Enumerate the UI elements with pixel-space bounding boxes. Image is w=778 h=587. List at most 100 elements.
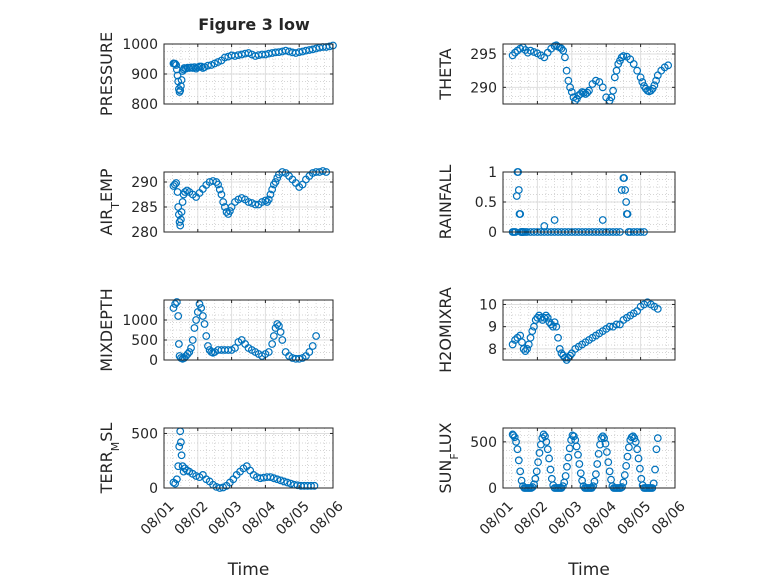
data-point bbox=[190, 324, 199, 332]
data-point bbox=[542, 437, 551, 446]
y-tick-label: 8 bbox=[488, 342, 497, 358]
data-point bbox=[188, 336, 197, 344]
data-point bbox=[172, 298, 181, 306]
data-point bbox=[552, 322, 561, 331]
data-point bbox=[550, 318, 559, 327]
data-point bbox=[539, 430, 548, 439]
y-axis-label: H2OMIXRA bbox=[436, 287, 455, 373]
data-point bbox=[604, 458, 613, 467]
x-tick-label: 08/04 bbox=[239, 498, 279, 538]
data-point bbox=[591, 470, 600, 479]
data-point bbox=[617, 53, 626, 62]
data-point bbox=[620, 471, 629, 479]
data-point bbox=[192, 316, 201, 324]
data-point bbox=[312, 332, 321, 340]
y-tick-label: 0 bbox=[488, 225, 497, 241]
data-point bbox=[278, 336, 287, 344]
x-tick-label: 08/05 bbox=[615, 498, 655, 538]
x-tick-label: 08/04 bbox=[580, 498, 620, 538]
data-point bbox=[621, 186, 630, 194]
data-point bbox=[612, 320, 621, 329]
data-point bbox=[636, 464, 644, 473]
data-point bbox=[183, 350, 192, 358]
data-point bbox=[273, 475, 282, 484]
data-point bbox=[511, 336, 519, 344]
data-point bbox=[172, 475, 181, 484]
data-point bbox=[264, 348, 273, 356]
x-tick-label: 08/02 bbox=[511, 498, 551, 538]
data-point bbox=[170, 180, 179, 189]
y-axis-label-main: TERR bbox=[97, 451, 116, 494]
data-point bbox=[174, 340, 183, 348]
axes-box bbox=[163, 299, 334, 361]
data-point bbox=[617, 186, 626, 194]
subplot-2: 290 295 THETA bbox=[436, 41, 676, 105]
data-point bbox=[593, 460, 602, 468]
data-point bbox=[609, 86, 617, 95]
data-point bbox=[623, 210, 632, 218]
data-point bbox=[276, 328, 285, 336]
data-point bbox=[514, 186, 523, 194]
y-tick-label: 0 bbox=[149, 353, 158, 369]
data-point bbox=[185, 348, 194, 356]
data-point bbox=[664, 61, 673, 70]
data-point bbox=[578, 476, 587, 485]
y-axis-label: TERRMSL bbox=[97, 423, 122, 495]
data-point bbox=[555, 344, 564, 353]
data-point bbox=[187, 344, 195, 352]
data-point bbox=[224, 346, 233, 354]
y-axis-label: RAINFALL bbox=[436, 165, 455, 240]
x-tick-label: 08/03 bbox=[206, 498, 246, 538]
axes-box bbox=[502, 299, 676, 361]
y-axis-label: SUNFLUX bbox=[436, 422, 461, 493]
data-point bbox=[175, 442, 184, 451]
x-tick-label: 08/02 bbox=[172, 498, 212, 538]
y-axis-label-main: THETA bbox=[436, 48, 455, 100]
data-point bbox=[652, 76, 660, 85]
data-point bbox=[550, 216, 559, 224]
data-point bbox=[590, 477, 599, 486]
data-point bbox=[601, 439, 610, 448]
y-axis-label-main: MIXDEPTH bbox=[97, 288, 116, 371]
data-point bbox=[634, 454, 643, 463]
data-point bbox=[200, 320, 209, 328]
data-point bbox=[226, 207, 234, 215]
y-axis-label-subscript: T bbox=[109, 202, 122, 210]
data-point bbox=[269, 332, 278, 340]
axes-box bbox=[502, 43, 676, 105]
y-axis-label: MIXDEPTH bbox=[97, 288, 116, 371]
data-point bbox=[266, 473, 275, 481]
y-axis-label-main: AIR bbox=[97, 209, 116, 236]
y-axis-label-subscript: M bbox=[109, 442, 122, 452]
data-point bbox=[174, 462, 183, 471]
data-point bbox=[620, 174, 628, 182]
data-point bbox=[622, 461, 631, 470]
data-point bbox=[600, 434, 609, 443]
data-point bbox=[273, 320, 282, 328]
data-point bbox=[540, 313, 549, 322]
data-point bbox=[198, 312, 207, 320]
data-point bbox=[176, 86, 185, 95]
y-axis-label: PRESSURE bbox=[97, 32, 116, 116]
data-point bbox=[597, 434, 606, 443]
x-tick-label: 08/05 bbox=[273, 498, 313, 538]
y-tick-label: 1 bbox=[488, 165, 497, 181]
y-tick-label: 285 bbox=[131, 200, 158, 216]
data-point bbox=[602, 448, 611, 456]
y-axis-label-main: PRESSURE bbox=[97, 32, 116, 116]
data-point bbox=[595, 78, 604, 86]
data-point bbox=[562, 66, 571, 75]
y-tick-label: 500 bbox=[131, 426, 158, 442]
data-point bbox=[271, 178, 280, 186]
y-axis-label-tail: LUX bbox=[436, 422, 455, 453]
data-point bbox=[598, 216, 607, 224]
data-point bbox=[535, 449, 544, 457]
data-point bbox=[508, 340, 517, 349]
data-point bbox=[651, 465, 659, 474]
data-point bbox=[516, 210, 525, 218]
data-point bbox=[215, 185, 224, 194]
data-point bbox=[171, 300, 180, 308]
x-axis-label: Time bbox=[227, 560, 270, 580]
